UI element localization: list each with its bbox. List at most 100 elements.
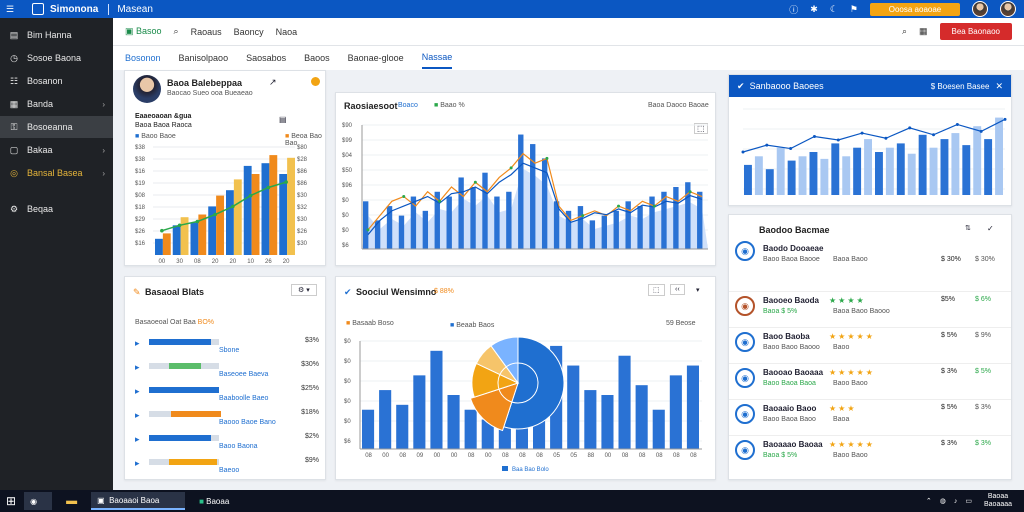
list-item[interactable]: ◉ Baoaaao Baoaa ★★★★★ Baoa $ 5% Baoo Baoo $ 3… [729, 435, 1011, 469]
clock-icon: ◷ [10, 52, 18, 63]
x-tick: 08 [399, 453, 406, 459]
bullet-icon: ▸ [135, 338, 140, 348]
bar [618, 355, 631, 449]
taskbar-app-2[interactable]: ■ Baoaa [199, 496, 230, 506]
top-bar: ☰ Simonona Masean ⓘ ✱ ☾ ⚑ Ooosa aoaoae [0, 0, 1024, 18]
bar [637, 206, 643, 249]
toolbar-item-home[interactable]: ▣ Basoo [125, 26, 162, 36]
progress-fill-secondary [169, 459, 217, 465]
tab-6[interactable]: Nassae [421, 47, 453, 69]
chevron-right-icon: › [102, 168, 105, 178]
taskbar-app-1-label: Baoaaoi Baoa [109, 495, 160, 505]
legend-a-label: Basaab Boso [352, 320, 394, 327]
chevron-down-icon[interactable]: ▾ [696, 287, 700, 294]
avatar[interactable] [972, 1, 988, 17]
list-item[interactable]: ▸ Baeoo $9% [135, 457, 319, 477]
list-item[interactable]: ▸ Baooo Baoe Bano $18% [135, 409, 319, 429]
rating-stars: ★★★ [829, 404, 857, 413]
sidebar-item-5[interactable]: ⚿ Bosoeanna [0, 116, 113, 138]
battery-icon[interactable]: ▭ [965, 498, 972, 505]
avatar-secondary[interactable] [1000, 1, 1016, 17]
legend-1: ■ Baoo Baoe [135, 133, 176, 140]
sidebar-item-8[interactable]: ⚙ Beqaa [0, 198, 113, 220]
network-icon[interactable]: ◍ [939, 498, 946, 505]
list-item[interactable]: ▸ Baaboolle Baeo $25% [135, 385, 319, 405]
check-icon[interactable]: ✓ [987, 224, 994, 233]
toolbar-item-3[interactable]: Baoncy [233, 26, 264, 37]
y-tick: $04 [342, 153, 353, 159]
taskbar-app-1[interactable]: ▣ Baoaaoi Baoa [91, 492, 186, 510]
rating-stars: ★★★★★ [829, 332, 875, 341]
export-icon[interactable]: ⬚ [648, 284, 665, 296]
sort-icon[interactable]: ⇅ [965, 225, 971, 232]
taskbar-folder-icon[interactable]: ▬ [66, 495, 78, 507]
settings-icon[interactable]: ✱ [810, 3, 818, 14]
trend-point [231, 204, 235, 209]
start-icon[interactable]: ⊞ [6, 494, 17, 508]
tab-3[interactable]: Saosabos [246, 53, 287, 63]
list-item-sub: Baoo Baoa Baoa [763, 380, 816, 387]
bar-series-2 [233, 179, 242, 255]
close-icon[interactable]: ✕ [995, 80, 1003, 91]
list-item[interactable]: ◉ Baooao Baoaaa ★★★★★ Baoo Baoa Baoa Baoo Ba… [729, 363, 1011, 397]
list-item-meta: Baoo [833, 344, 850, 351]
list-item[interactable]: ▸ Baseoee Baeva $30% [135, 361, 319, 381]
sidebar-item-6[interactable]: ▢ Bakaa › [0, 139, 113, 161]
list-item[interactable]: ▸ Baoo Baona $2% [135, 433, 319, 453]
bar [601, 395, 614, 449]
bell-icon[interactable]: ⚑ [849, 3, 858, 14]
list-item[interactable]: ◉ Baoaaio Baoo ★★★ Baoo Baoa Baoo Baoa $ 5% $ … [729, 399, 1011, 433]
sidebar-item-4[interactable]: ▦ Banda › [0, 93, 113, 115]
sidebar-item-1[interactable]: ▤ Bim Hanna [0, 24, 113, 46]
sidebar-item-3[interactable]: ☷ Bosanon [0, 70, 113, 92]
tab-4[interactable]: Baoos [304, 53, 330, 63]
toolbar-item-4[interactable]: Naoa [275, 26, 298, 37]
dropdown-button[interactable]: ⚙ ▾ [291, 284, 317, 296]
legend-swatch [502, 466, 508, 471]
tab-5[interactable]: Baonae-glooe [347, 53, 404, 63]
list-item[interactable]: ◉ Baoo Baoba ★★★★★ Baoo Baoo Baooo Baoo $ 5% $… [729, 327, 1011, 361]
trend-point [955, 122, 959, 126]
upgrade-button[interactable]: Ooosa aoaoae [870, 2, 960, 16]
box-icon: ▢ [9, 144, 19, 155]
y-tick-left: $38 [135, 157, 146, 163]
taskbar-browser-icon[interactable]: ◉ [24, 492, 53, 510]
sidebar-item-7[interactable]: ◎ Bansal Basea › [0, 162, 113, 184]
bar [776, 147, 785, 195]
bar [820, 158, 829, 195]
bar [565, 210, 572, 249]
volume-icon[interactable]: ♪ [953, 497, 958, 505]
back-icon[interactable]: ‹‹ [670, 284, 685, 295]
list-item[interactable]: ▸ Sbone $3% [135, 337, 319, 357]
list-item[interactable]: ◉ Baooeo Baoda ★★★★ Baoa $ 5% Baoa Baoo Baoo… [729, 291, 1011, 325]
moon-icon[interactable]: ☾ [829, 3, 838, 14]
toolbar: ▣ Basoo ⌕ Raoaus Baoncy Naoa ⌕ ▦ Bea Bao… [113, 18, 1024, 46]
chevron-up-icon[interactable]: ⌃ [925, 498, 932, 505]
primary-action-button[interactable]: Bea Baonaoo [939, 23, 1012, 40]
bar [907, 153, 916, 195]
bar [567, 365, 580, 449]
key-icon: ⚿ [10, 121, 18, 132]
clock: Baoaa Baoaaaa [983, 493, 1013, 508]
y-tick-right: $28 [297, 157, 308, 163]
search-icon[interactable]: ⌕ [901, 26, 907, 36]
apps-icon[interactable]: ▦ [918, 26, 928, 36]
y-tick-right: $86 [297, 181, 308, 187]
y-tick-left: $08 [135, 193, 146, 199]
toolbar-item-2[interactable]: Raoaus [190, 26, 222, 37]
search-icon[interactable]: ⌕ [173, 26, 179, 36]
sidebar-item-2[interactable]: ◷ Sosoe Baona [0, 47, 113, 69]
bar [973, 126, 982, 195]
export-icon[interactable]: ⬚ [694, 123, 708, 134]
list-item[interactable]: ◉ Baodo Dooaeae Baoo Baoa Baooe Baoa Baoo $ … [729, 241, 1011, 289]
list-item-value: $18% [301, 409, 319, 416]
list-item-value: $25% [301, 385, 319, 392]
bar-series-1 [279, 174, 288, 255]
tab-1[interactable]: Bosonon [125, 53, 161, 63]
menu-icon[interactable]: ☰ [6, 3, 15, 14]
progress-fill [149, 435, 211, 441]
tab-2[interactable]: Banisolpaoo [178, 53, 229, 63]
info-icon[interactable]: ⓘ [789, 4, 799, 15]
trend-point [812, 135, 816, 139]
bar [613, 210, 619, 249]
